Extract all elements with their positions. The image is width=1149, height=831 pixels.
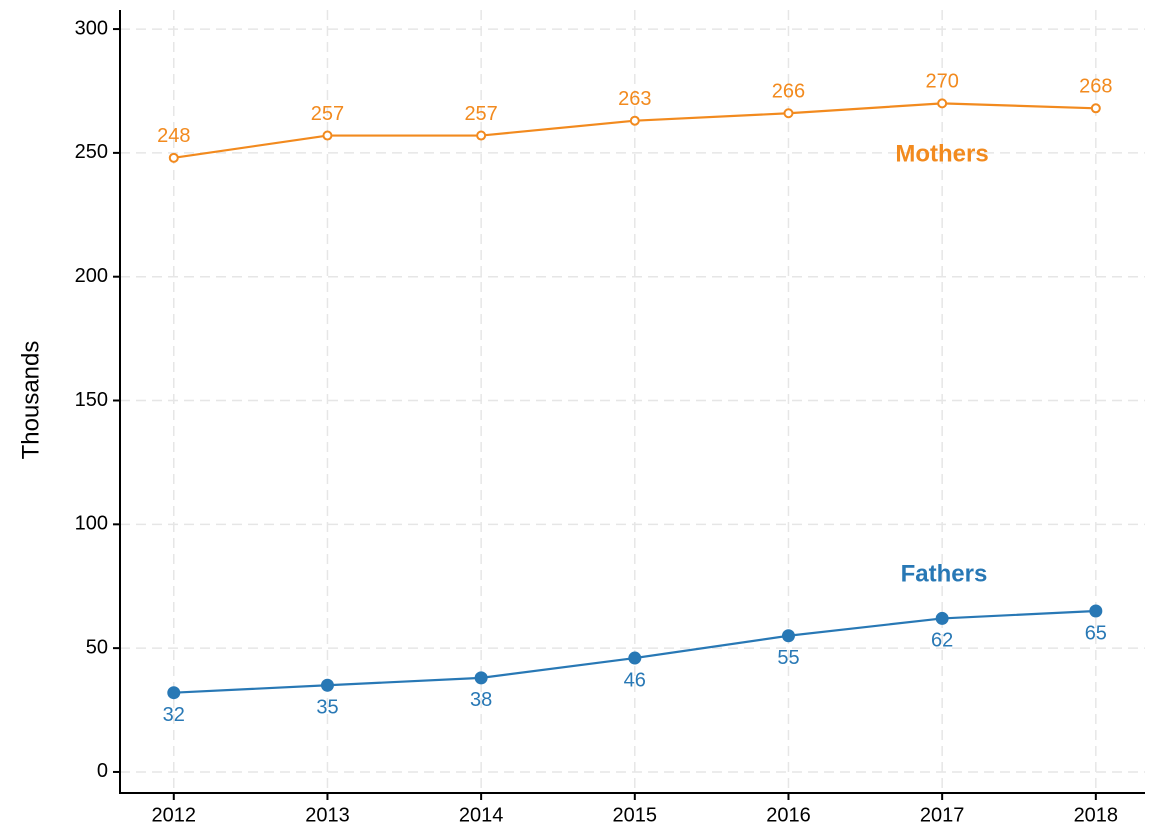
y-axis-label: Thousands (17, 341, 44, 460)
series-label: Fathers (901, 560, 988, 587)
point (781, 629, 795, 643)
x-tick-label: 2015 (613, 804, 658, 826)
y-tick-label: 250 (75, 141, 108, 163)
y-tick-label: 0 (97, 760, 108, 782)
x-tick-label: 2014 (459, 804, 504, 826)
point (476, 130, 487, 141)
point (629, 115, 640, 126)
data-label: 248 (157, 125, 190, 147)
point (322, 130, 333, 141)
data-label: 257 (464, 103, 497, 125)
point (474, 671, 488, 685)
data-label: 266 (772, 81, 805, 103)
point (937, 98, 948, 109)
data-label: 32 (163, 704, 185, 726)
y-tick-label: 300 (75, 17, 108, 39)
y-tick-label: 150 (75, 389, 108, 411)
data-label: 268 (1079, 76, 1112, 98)
point (783, 108, 794, 119)
data-label: 62 (931, 630, 953, 652)
point (1089, 604, 1103, 618)
x-tick-label: 2018 (1074, 804, 1119, 826)
data-label: 38 (470, 689, 492, 711)
y-tick-label: 100 (75, 513, 108, 535)
x-tick-label: 2013 (305, 804, 350, 826)
data-label: 46 (624, 669, 646, 691)
point (168, 152, 179, 163)
y-tick-label: 200 (75, 265, 108, 287)
data-label: 65 (1085, 622, 1107, 644)
series-label: Mothers (895, 140, 988, 167)
data-label: 55 (777, 647, 799, 669)
data-label: 35 (316, 697, 338, 719)
point (935, 611, 949, 625)
point (1090, 103, 1101, 114)
point (628, 651, 642, 665)
data-label: 257 (311, 103, 344, 125)
point (320, 678, 334, 692)
data-label: 263 (618, 88, 651, 110)
x-tick-label: 2017 (920, 804, 965, 826)
data-label: 270 (925, 71, 958, 93)
y-tick-label: 50 (86, 636, 108, 658)
x-tick-label: 2016 (766, 804, 811, 826)
x-tick-label: 2012 (152, 804, 197, 826)
point (167, 686, 181, 700)
